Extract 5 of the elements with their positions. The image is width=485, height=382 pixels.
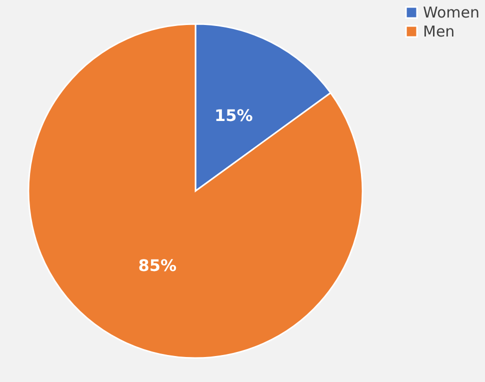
data-label: 85% (138, 256, 177, 275)
pie-slice (28, 23, 364, 359)
legend-label: Men (423, 22, 455, 40)
legend-label: Women (423, 4, 480, 22)
data-label: 15% (214, 106, 253, 126)
